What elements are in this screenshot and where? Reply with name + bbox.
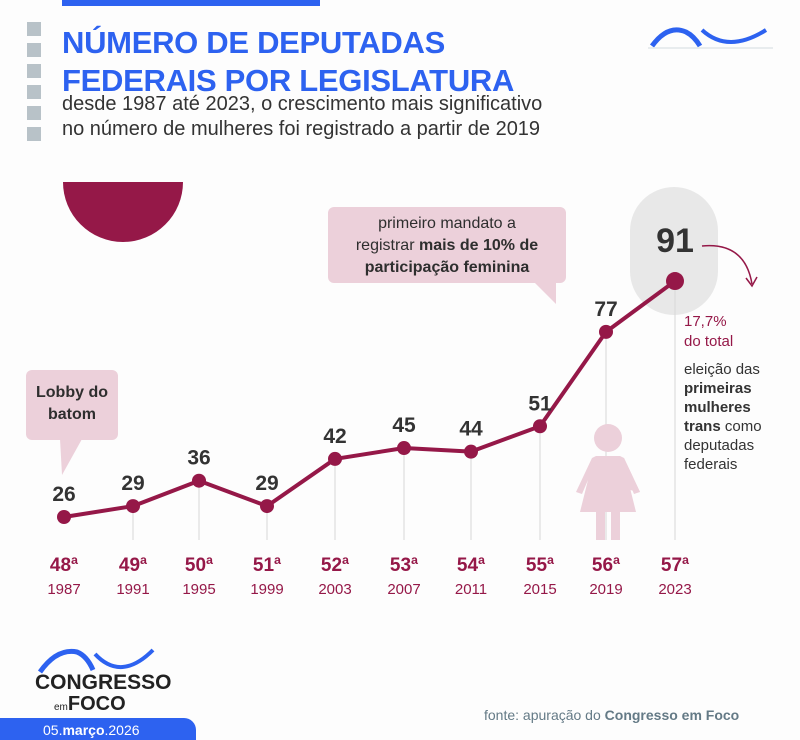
series-line xyxy=(63,279,677,519)
x-tick-ordinal: 55ª xyxy=(526,555,555,576)
x-tick-ordinal: 57ª xyxy=(661,555,690,576)
x-tick-year: 2007 xyxy=(387,581,420,598)
x-tick-year: 1999 xyxy=(250,581,283,598)
congresso-logo-waves-icon xyxy=(37,648,155,674)
note-text: trans xyxy=(684,418,721,435)
x-tick-ordinal: 54ª xyxy=(457,555,486,576)
callout-pointer xyxy=(60,439,82,475)
note-text: federais xyxy=(684,456,738,473)
subtitle-line: desde 1987 até 2023, o crescimento mais … xyxy=(62,93,543,115)
x-tick-ordinal: 52ª xyxy=(321,555,350,576)
data-label: 91 xyxy=(656,222,694,260)
pct-value: 17,7% xyxy=(684,313,727,330)
data-point xyxy=(533,419,547,434)
data-label: 77 xyxy=(594,298,617,321)
date-bar: 05.março.2026 xyxy=(0,718,196,740)
trans-note: eleição das primeiras mulheres trans com… xyxy=(684,360,762,474)
x-tick-year: 2023 xyxy=(658,581,691,598)
x-tick-year: 2011 xyxy=(455,581,487,598)
x-tick-year: 2019 xyxy=(589,581,622,598)
data-label: 44 xyxy=(459,418,483,441)
data-label: 36 xyxy=(187,447,210,470)
decor-square xyxy=(27,22,41,36)
source-note: fonte: apuração do Congresso em Foco xyxy=(484,707,739,723)
data-point xyxy=(666,272,684,291)
top-accent-bar xyxy=(62,0,320,6)
callout-text: Lobby do batom xyxy=(36,384,108,423)
note-text: mulheres xyxy=(684,399,751,416)
data-label: 42 xyxy=(323,425,346,448)
x-tick-ordinal: 50ª xyxy=(185,555,214,576)
note-text: eleição das xyxy=(684,361,760,378)
logo-text: emFOCO xyxy=(54,693,126,716)
date-day: 05. xyxy=(43,722,63,738)
data-point xyxy=(599,324,613,339)
callout-text: mais de 10% de xyxy=(418,237,539,254)
data-label: 29 xyxy=(255,472,278,495)
decor-square xyxy=(27,106,41,120)
percentage-note: 17,7% do total xyxy=(684,312,733,352)
decor-square xyxy=(27,127,41,141)
x-tick-year: 2003 xyxy=(318,581,351,598)
data-point xyxy=(328,451,342,466)
first-mandate-callout: primeiro mandato a registrar mais de 10%… xyxy=(328,207,566,283)
note-text: primeiras xyxy=(684,380,752,397)
callout-text: registrar xyxy=(355,237,419,254)
lobby-callout: Lobby do batom xyxy=(26,370,118,440)
line-chart: 26 48ª 1987 29 49ª 1991 36 50ª 1995 29 51ª 1999 42 52… xyxy=(47,222,694,598)
x-tick-year: 1987 xyxy=(47,581,80,598)
title-line: FEDERAIS POR LEGISLATURA xyxy=(62,63,515,98)
data-point xyxy=(192,473,206,488)
callout-pointer xyxy=(534,282,556,304)
subtitle: desde 1987 até 2023, o crescimento mais … xyxy=(62,92,542,142)
x-tick-year: 2015 xyxy=(523,581,556,598)
decor-square xyxy=(27,64,41,78)
note-text: como xyxy=(720,418,762,435)
curved-arrow-icon xyxy=(701,244,758,288)
note-text: deputadas xyxy=(684,437,755,454)
data-label: 29 xyxy=(121,472,144,495)
x-tick-ordinal: 56ª xyxy=(592,555,621,576)
source-bold: Congresso em Foco xyxy=(604,707,740,723)
x-tick-ordinal: 48ª xyxy=(50,555,79,576)
x-tick-year: 1991 xyxy=(116,581,149,598)
source-text: fonte: apuração do xyxy=(484,707,605,723)
callout-text: participação feminina xyxy=(364,259,530,276)
logo-waves-icon xyxy=(648,27,773,49)
x-tick-ordinal: 49ª xyxy=(119,555,148,576)
date-month: março xyxy=(62,722,105,738)
highlight-pill xyxy=(630,187,718,315)
pct-label: do total xyxy=(684,333,734,350)
callout-text: primeiro mandato a xyxy=(378,215,516,232)
woman-figure-icon xyxy=(576,424,640,540)
data-point xyxy=(126,499,140,514)
date-year: .2026 xyxy=(104,722,140,738)
data-label: 45 xyxy=(392,414,416,437)
logo-em: em xyxy=(54,702,68,713)
page-title: NÚMERO DE DEPUTADAS FEDERAIS POR LEGISLA… xyxy=(62,24,514,100)
data-point xyxy=(57,510,71,524)
data-label: 26 xyxy=(52,483,75,506)
x-tick-ordinal: 51ª xyxy=(253,555,282,576)
x-tick-year: 1995 xyxy=(182,581,215,598)
title-line: NÚMERO DE DEPUTADAS xyxy=(62,25,445,60)
x-tick-ordinal: 53ª xyxy=(390,555,419,576)
data-label: 51 xyxy=(528,392,552,415)
logo-foco: FOCO xyxy=(67,693,126,715)
logo-text: CONGRESSO xyxy=(35,671,172,694)
data-point xyxy=(397,441,411,456)
decor-square xyxy=(27,85,41,99)
data-point xyxy=(260,499,274,514)
data-point xyxy=(464,444,478,459)
decor-square xyxy=(27,43,41,57)
subtitle-line: no número de mulheres foi registrado a p… xyxy=(62,118,541,140)
